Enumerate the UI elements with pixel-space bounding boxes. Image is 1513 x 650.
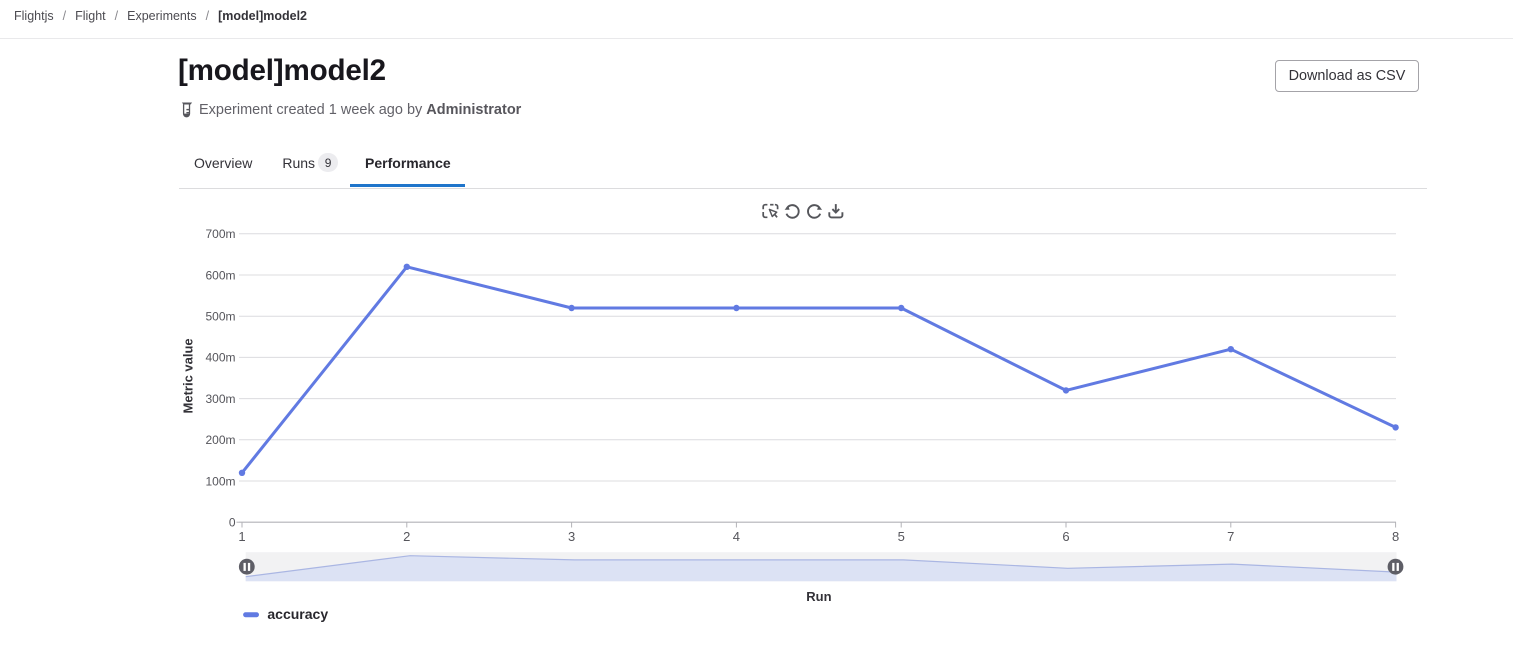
svg-text:0: 0 [229, 516, 236, 530]
svg-text:3: 3 [568, 529, 575, 544]
svg-text:400m: 400m [205, 351, 235, 365]
svg-text:Run: Run [806, 589, 831, 604]
svg-text:5: 5 [898, 529, 905, 544]
svg-text:200m: 200m [205, 433, 235, 447]
svg-text:100m: 100m [205, 474, 235, 488]
svg-text:300m: 300m [205, 392, 235, 406]
svg-text:Metric value: Metric value [181, 338, 196, 413]
svg-text:700m: 700m [205, 227, 235, 241]
svg-text:accuracy: accuracy [267, 606, 328, 622]
svg-text:7: 7 [1227, 529, 1234, 544]
svg-text:4: 4 [733, 529, 740, 544]
svg-text:1: 1 [238, 529, 245, 544]
svg-text:6: 6 [1062, 529, 1069, 544]
svg-text:8: 8 [1392, 529, 1399, 544]
svg-text:2: 2 [403, 529, 410, 544]
svg-text:500m: 500m [205, 310, 235, 324]
svg-text:600m: 600m [205, 268, 235, 282]
